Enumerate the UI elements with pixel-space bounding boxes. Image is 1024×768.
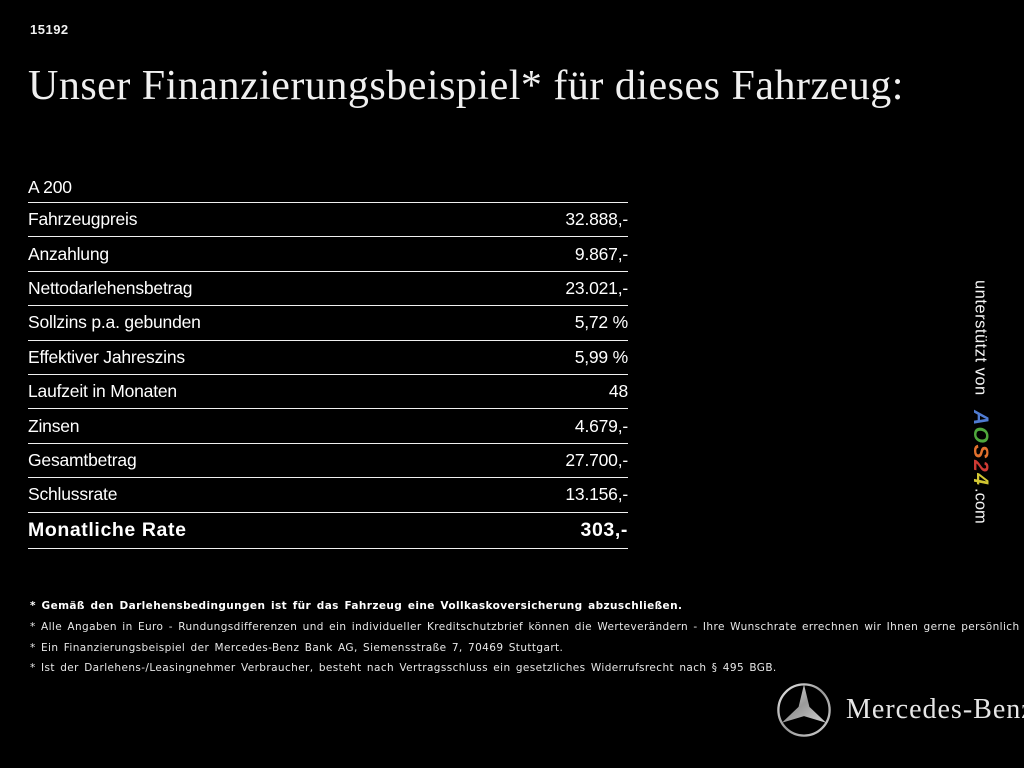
- footnote-line: * Gemäß den Darlehensbedingungen ist für…: [30, 600, 683, 612]
- table-row: Sollzins p.a. gebunden 5,72 %: [28, 306, 628, 341]
- row-value: 5,99 %: [574, 346, 628, 367]
- aos24-domain-suffix: .com: [971, 488, 990, 524]
- financing-table: A 200 Fahrzeugpreis 32.888,- Anzahlung 9…: [28, 172, 628, 549]
- table-row: Nettodarlehensbetrag 23.021,-: [28, 272, 628, 307]
- aos24-logo: AOS24: [968, 410, 992, 486]
- table-row: Laufzeit in Monaten 48: [28, 375, 628, 410]
- table-row: Schlussrate 13.156,-: [28, 478, 628, 513]
- mercedes-benz-brand: Mercedes-Benz: [775, 681, 1024, 739]
- row-value: 27.700,-: [565, 449, 628, 470]
- aos24-letter: 2: [969, 459, 992, 473]
- table-row: Anzahlung 9.867,-: [28, 237, 628, 272]
- mercedes-star-icon: [777, 683, 831, 737]
- footnote-line: * Ist der Darlehens-/Leasingnehmer Verbr…: [30, 662, 777, 675]
- row-label: Gesamtbetrag: [28, 449, 137, 470]
- footnote-line: * Alle Angaben in Euro - Rundungsdiffere…: [30, 620, 1020, 633]
- row-label: Nettodarlehensbetrag: [28, 277, 193, 298]
- page-title: Unser Finanzierungsbeispiel* für dieses …: [28, 63, 904, 109]
- row-label: Sollzins p.a. gebunden: [28, 312, 201, 333]
- row-label: Schlussrate: [28, 484, 118, 505]
- disclaimer-footnotes: * Gemäß den Darlehensbedingungen ist für…: [30, 596, 1020, 679]
- page-code: 15192: [30, 22, 69, 37]
- table-row-monthly-rate: Monatliche Rate 303,-: [28, 513, 628, 549]
- row-value: 4.679,-: [574, 415, 628, 436]
- table-row: Effektiver Jahreszins 5,99 %: [28, 341, 628, 375]
- row-label: Effektiver Jahreszins: [28, 346, 185, 367]
- footnote-line: * Ein Finanzierungsbeispiel der Mercedes…: [30, 641, 564, 654]
- aos24-letter: A: [969, 409, 992, 427]
- row-value: 5,72 %: [574, 312, 628, 333]
- row-value: 303,-: [580, 518, 628, 541]
- table-model-header: A 200: [28, 172, 628, 203]
- supported-by-sidebar: unterstützt von AOS24 .com: [968, 280, 992, 580]
- row-label: Fahrzeugpreis: [28, 209, 138, 230]
- model-name: A 200: [28, 176, 72, 197]
- row-value: 32.888,-: [565, 209, 628, 230]
- row-value: 13.156,-: [565, 484, 628, 505]
- table-row: Gesamtbetrag 27.700,-: [28, 444, 628, 479]
- row-value: 48: [608, 381, 628, 402]
- row-value: 9.867,-: [574, 243, 628, 264]
- table-row: Fahrzeugpreis 32.888,-: [28, 203, 628, 238]
- row-value: 23.021,-: [565, 277, 628, 298]
- aos24-letter: O: [969, 426, 992, 445]
- row-label: Monatliche Rate: [28, 518, 187, 541]
- supported-by-text: unterstützt von: [971, 280, 990, 396]
- aos24-letter: 4: [969, 472, 992, 487]
- aos24-letter: S: [969, 444, 992, 460]
- row-label: Laufzeit in Monaten: [28, 381, 177, 402]
- row-label: Anzahlung: [28, 243, 109, 264]
- table-row: Zinsen 4.679,-: [28, 409, 628, 444]
- mercedes-benz-wordmark: Mercedes-Benz: [846, 694, 1024, 725]
- row-label: Zinsen: [28, 415, 80, 436]
